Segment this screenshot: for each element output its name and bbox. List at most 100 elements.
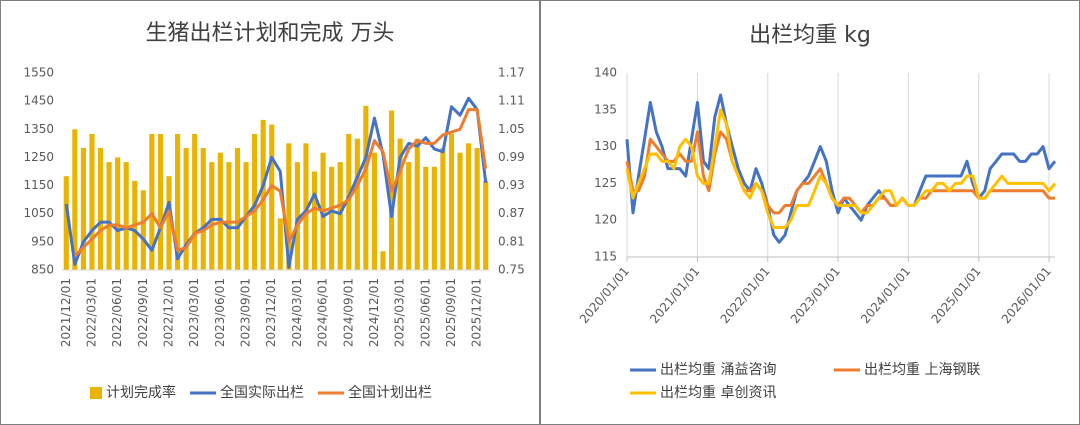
bar xyxy=(260,119,266,271)
line xyxy=(64,96,488,269)
bar xyxy=(80,148,86,270)
legend-label: 全国实际出栏 xyxy=(220,384,304,401)
x-tick-label: 2026/01/01 xyxy=(999,264,1054,326)
x-tick-label: 2025/01/01 xyxy=(929,264,984,326)
y-tick-label: 1450 xyxy=(23,94,54,108)
y-tick-label: 125 xyxy=(594,176,617,190)
x-tick-label: 2024/01/01 xyxy=(858,264,913,326)
bar xyxy=(140,190,146,270)
x-tick-label: 2025/09/01 xyxy=(444,278,458,347)
bar xyxy=(183,148,189,270)
legend-label: 计划完成率 xyxy=(106,384,176,401)
x-tick-label: 2023/09/01 xyxy=(239,278,253,347)
bar xyxy=(414,138,420,270)
bar xyxy=(174,133,181,270)
y-tick-label: 135 xyxy=(594,102,617,116)
bar xyxy=(72,129,78,270)
bar xyxy=(337,162,343,270)
x-tick-label: 2022/06/01 xyxy=(110,278,124,347)
y-tick-label: 115 xyxy=(594,250,617,264)
x-tick-label: 2021/01/01 xyxy=(647,264,702,326)
x-tick-label: 2024/09/01 xyxy=(341,278,355,347)
bar xyxy=(303,143,309,270)
chart-title: 出栏均重 kg xyxy=(749,23,871,48)
y-tick-label: 130 xyxy=(594,139,617,153)
bar xyxy=(371,152,378,270)
y2-tick-label: 1.05 xyxy=(498,122,525,136)
y-tick-label: 1550 xyxy=(23,66,54,80)
y-tick-label: 1350 xyxy=(23,122,54,136)
bar xyxy=(106,162,112,270)
line xyxy=(73,108,488,257)
bar xyxy=(277,218,283,270)
bar xyxy=(123,162,129,270)
chart-title: 生猪出栏计划和完成 万头 xyxy=(146,21,395,46)
y-tick-label: 1050 xyxy=(23,206,54,220)
bar xyxy=(217,152,223,270)
y-tick-label: 1250 xyxy=(23,150,54,164)
x-tick-label: 2023/06/01 xyxy=(213,278,227,347)
y2-tick-label: 0.87 xyxy=(498,206,525,220)
bar xyxy=(200,148,206,270)
legend-label: 全国计划出栏 xyxy=(348,384,432,401)
bar xyxy=(474,148,480,270)
bar xyxy=(115,157,121,270)
bar xyxy=(234,148,241,270)
bar xyxy=(63,176,69,270)
x-tick-label: 2020/01/01 xyxy=(577,264,632,326)
bar xyxy=(329,166,335,270)
y-tick-label: 950 xyxy=(31,234,54,248)
x-tick-label: 2024/06/01 xyxy=(316,278,330,347)
bar xyxy=(157,133,164,270)
x-tick-label: 2024/03/01 xyxy=(290,278,304,347)
x-tick-label: 2024/12/01 xyxy=(367,278,381,347)
right-panel xyxy=(540,0,1080,425)
x-tick-label: 2025/06/01 xyxy=(418,278,432,347)
x-tick-label: 2023/03/01 xyxy=(187,278,201,347)
x-tick-label: 2022/03/01 xyxy=(84,278,98,347)
y-tick-label: 140 xyxy=(594,66,617,80)
bar xyxy=(192,133,198,270)
x-tick-label: 2021/12/01 xyxy=(59,278,73,347)
legend-label: 出栏均重 上海钢联 xyxy=(864,362,980,378)
bar xyxy=(311,171,318,270)
bar xyxy=(423,166,429,270)
y2-tick-label: 1.17 xyxy=(498,66,525,80)
line xyxy=(625,108,1057,230)
bar xyxy=(457,152,463,270)
line xyxy=(625,93,1057,244)
x-tick-label: 2023/12/01 xyxy=(264,278,278,347)
y2-tick-label: 0.81 xyxy=(498,234,525,248)
x-tick-label: 2025/03/01 xyxy=(393,278,407,347)
bar xyxy=(380,251,386,270)
bar xyxy=(346,133,352,270)
bar xyxy=(286,143,292,270)
bar xyxy=(406,162,412,270)
legend-label: 出栏均重 涌益咨询 xyxy=(660,362,776,378)
bar xyxy=(466,143,472,270)
bar xyxy=(209,162,215,270)
bar xyxy=(448,133,455,270)
y2-tick-label: 0.99 xyxy=(498,150,525,164)
bar xyxy=(269,124,275,270)
bar xyxy=(97,148,104,270)
x-tick-label: 2022/01/01 xyxy=(718,264,773,326)
bar xyxy=(363,105,369,270)
y2-tick-label: 0.75 xyxy=(498,263,525,277)
bar xyxy=(89,133,95,270)
bar xyxy=(397,138,403,270)
bar xyxy=(226,162,232,270)
y-tick-label: 120 xyxy=(594,213,617,227)
bar xyxy=(440,148,446,270)
bar xyxy=(166,176,172,270)
y2-tick-label: 0.93 xyxy=(498,178,525,192)
x-tick-label: 2022/09/01 xyxy=(136,278,150,347)
legend-label: 出栏均重 卓创资讯 xyxy=(660,385,776,401)
bar xyxy=(354,138,360,270)
y-tick-label: 1150 xyxy=(23,178,54,192)
bar xyxy=(294,162,300,270)
bar xyxy=(149,133,155,270)
y2-tick-label: 1.11 xyxy=(498,94,525,108)
x-tick-label: 2022/12/01 xyxy=(162,278,176,347)
